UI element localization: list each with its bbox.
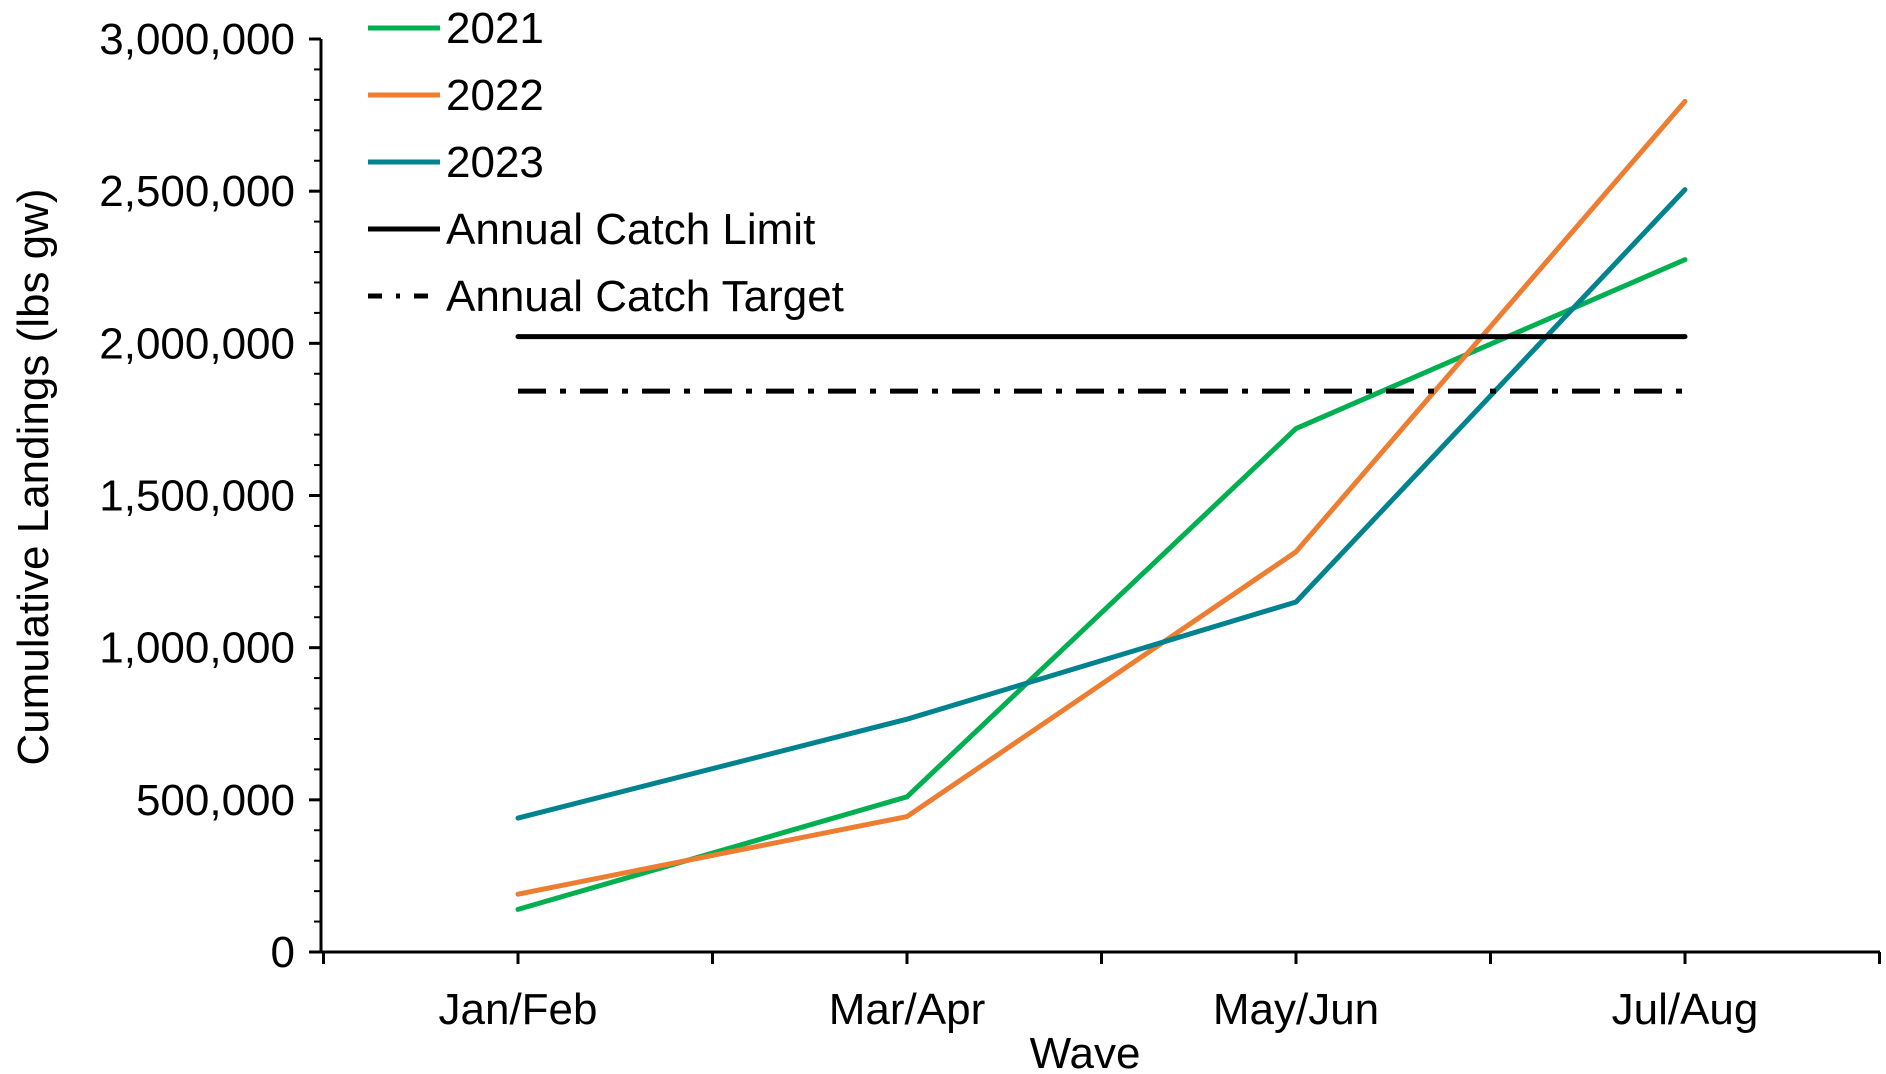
legend-label-2022: 2022 bbox=[446, 71, 544, 120]
series-line-2022 bbox=[515, 98, 1688, 897]
chart-axes: 0 500,000 1,000,000 1,500,000 2,000,000 2,500… bbox=[99, 15, 1881, 1034]
legend-label-2021: 2021 bbox=[446, 4, 544, 53]
y-tick-label: 2,000,000 bbox=[99, 319, 295, 368]
y-tick-label: 3,000,000 bbox=[99, 15, 295, 64]
x-tick-label: May/Jun bbox=[1213, 985, 1379, 1034]
y-tick-label: 1,500,000 bbox=[99, 472, 295, 521]
y-tick-label: 1,000,000 bbox=[99, 624, 295, 673]
x-axis-title: Wave bbox=[1030, 1029, 1141, 1074]
chart-series-lines bbox=[515, 98, 1688, 912]
x-tick-label: Mar/Apr bbox=[829, 985, 985, 1034]
series-line-2023 bbox=[515, 187, 1688, 821]
legend-label-annual-catch-limit: Annual Catch Limit bbox=[446, 205, 815, 254]
series-line-2021 bbox=[515, 257, 1688, 912]
x-tick-label: Jul/Aug bbox=[1612, 985, 1759, 1034]
y-axis-title: Cumulative Landings (lbs gw) bbox=[9, 188, 58, 765]
legend-label-2023: 2023 bbox=[446, 138, 544, 187]
y-tick-label: 0 bbox=[271, 928, 295, 977]
legend-label-annual-catch-target: Annual Catch Target bbox=[446, 272, 844, 321]
x-tick-label: Jan/Feb bbox=[439, 985, 598, 1034]
chart-legend: 2021 2022 2023 Annual Catch Limit Annual Cat… bbox=[368, 4, 844, 321]
y-tick-label: 2,500,000 bbox=[99, 167, 295, 216]
y-tick-label: 500,000 bbox=[136, 776, 295, 825]
